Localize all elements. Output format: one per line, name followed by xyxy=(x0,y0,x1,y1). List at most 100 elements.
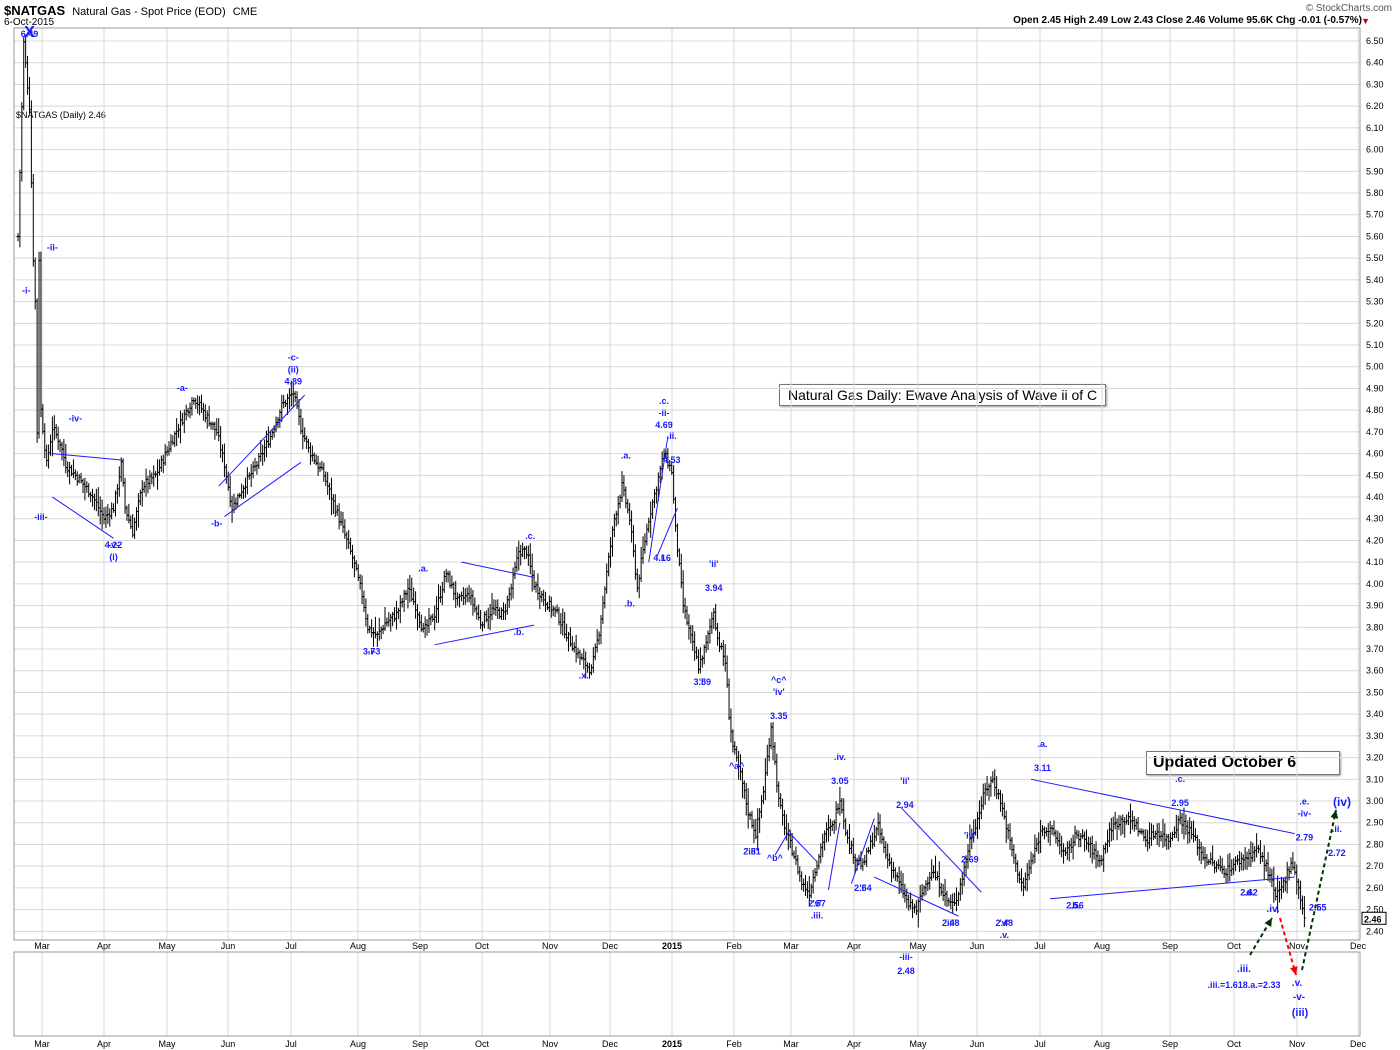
quote-down-icon: ▼ xyxy=(1361,16,1370,26)
trendline xyxy=(774,829,791,856)
y-tick-label: 4.10 xyxy=(1366,557,1384,567)
price-label: 2.55 xyxy=(1309,903,1327,913)
ohlc-bar xyxy=(406,578,410,609)
ohlc-bar xyxy=(159,455,163,472)
ohlc-bar xyxy=(496,599,500,620)
ohlc-bar xyxy=(96,487,100,517)
x-tick-label-lower: Oct xyxy=(1227,1039,1242,1049)
ohlc-bar xyxy=(486,607,490,629)
x-tick-label-lower: Mar xyxy=(783,1039,799,1049)
x-tick-label: Jul xyxy=(285,941,297,951)
ohlc-bar xyxy=(1008,823,1012,850)
ohlc-bar xyxy=(370,619,374,638)
trendline xyxy=(648,436,669,563)
ohlc-bar xyxy=(696,649,700,674)
ohlc-bar xyxy=(1302,896,1306,928)
ohlc-bar xyxy=(847,824,851,854)
ohlc-bars xyxy=(16,36,1306,928)
ohlc-bar xyxy=(861,858,865,871)
ohlc-bar xyxy=(56,426,60,450)
ohlc-bar xyxy=(800,871,804,891)
trendline xyxy=(52,496,114,539)
ohlc-bar xyxy=(901,872,905,899)
ohlc-bar xyxy=(534,581,538,593)
ohlc-bar xyxy=(1006,823,1010,840)
ohlc-bar xyxy=(916,898,920,928)
ohlc-bar xyxy=(387,612,391,627)
ohlc-bar xyxy=(312,452,316,465)
ohlc-bar xyxy=(398,595,402,624)
price-label: 2.48 xyxy=(942,918,960,928)
ohlc-bar xyxy=(362,590,366,613)
ohlc-bar xyxy=(1272,866,1276,903)
ohlc-bar xyxy=(263,439,267,462)
ohlc-bar xyxy=(184,404,188,421)
price-label: 2.69 xyxy=(961,854,979,864)
x-tick-label: Jun xyxy=(970,941,985,951)
ohlc-bar xyxy=(320,460,324,471)
ohlc-bar xyxy=(26,55,30,95)
ohlc-bar xyxy=(1209,852,1213,865)
ohlc-bar xyxy=(914,900,918,916)
ohlc-bar xyxy=(511,567,515,599)
y-tick-label: 3.40 xyxy=(1366,709,1384,719)
price-label: 2.95 xyxy=(1171,798,1189,808)
y-tick-label: 3.10 xyxy=(1366,774,1384,784)
ohlc-bar xyxy=(1123,817,1127,838)
ohlc-bar xyxy=(1283,876,1287,892)
price-label: 2.94 xyxy=(896,800,914,810)
ohlc-bar xyxy=(389,613,393,632)
ohlc-bar xyxy=(1107,822,1111,847)
ohlc-bar xyxy=(932,865,936,879)
instrument-name: Natural Gas - Spot Price (EOD) xyxy=(72,6,226,18)
x-tick-label-lower: Dec xyxy=(602,1039,619,1049)
ohlc-bar xyxy=(517,540,521,571)
ohlc-bar xyxy=(912,903,916,914)
trendline xyxy=(224,461,302,517)
ohlc-bar xyxy=(813,868,817,882)
x-tick-label-lower: Jun xyxy=(221,1039,236,1049)
ohlc-bar xyxy=(1048,820,1052,846)
ohlc-bar xyxy=(1190,821,1194,840)
ohlc-bar xyxy=(415,604,419,631)
ohlc-bar xyxy=(1069,837,1073,854)
ohlc-bar xyxy=(1088,836,1092,858)
ohlc-bar xyxy=(47,444,51,469)
y-tick-label: 4.50 xyxy=(1366,470,1384,480)
y-tick-label: 5.40 xyxy=(1366,275,1384,285)
projection-label-v-proj2: -v- xyxy=(1293,992,1305,1003)
ohlc-bar xyxy=(997,788,1001,800)
wave-label: 'i' xyxy=(859,883,866,893)
ohlc-bar xyxy=(926,876,930,892)
projection-label-iv-proj: .iv. xyxy=(1266,904,1279,915)
ohlc-bar xyxy=(70,464,74,477)
ohlc-bar xyxy=(601,595,605,624)
ohlc-bar xyxy=(849,840,853,854)
ohlc-bar xyxy=(700,655,704,668)
ohlc-bar xyxy=(1111,816,1115,841)
ohlc-bar xyxy=(1046,823,1050,843)
ohlc-bar xyxy=(307,438,311,453)
axes: 6.50 6.40 6.30 6.20 6.10 6.00 5.90 5.80 5.70 5.60… xyxy=(34,36,1387,1049)
ohlc-bar xyxy=(1138,828,1142,835)
ohlc-bar xyxy=(605,563,609,594)
ohlc-bar xyxy=(104,506,108,529)
projection-down-arrow xyxy=(1279,917,1297,976)
ohlc-bar xyxy=(1163,823,1167,847)
price-label: 3.05 xyxy=(831,776,849,786)
ohlc-bar xyxy=(329,477,333,516)
ohlc-bar xyxy=(492,599,496,615)
y-tick-label: 5.00 xyxy=(1366,362,1384,372)
ohlc-bar xyxy=(198,396,202,416)
ohlc-bar xyxy=(760,795,764,819)
ohlc-bar xyxy=(683,597,687,619)
ohlc-bar xyxy=(903,883,907,903)
ohlc-bar xyxy=(828,818,832,837)
ohlc-bar xyxy=(968,824,972,857)
ohlc-bar xyxy=(523,546,527,560)
ohlc-bar xyxy=(1278,880,1282,903)
ohlc-bar xyxy=(610,526,614,557)
price-label: 4.69 xyxy=(655,420,673,430)
ohlc-bar xyxy=(653,488,657,509)
ohlc-bar xyxy=(1255,833,1259,858)
